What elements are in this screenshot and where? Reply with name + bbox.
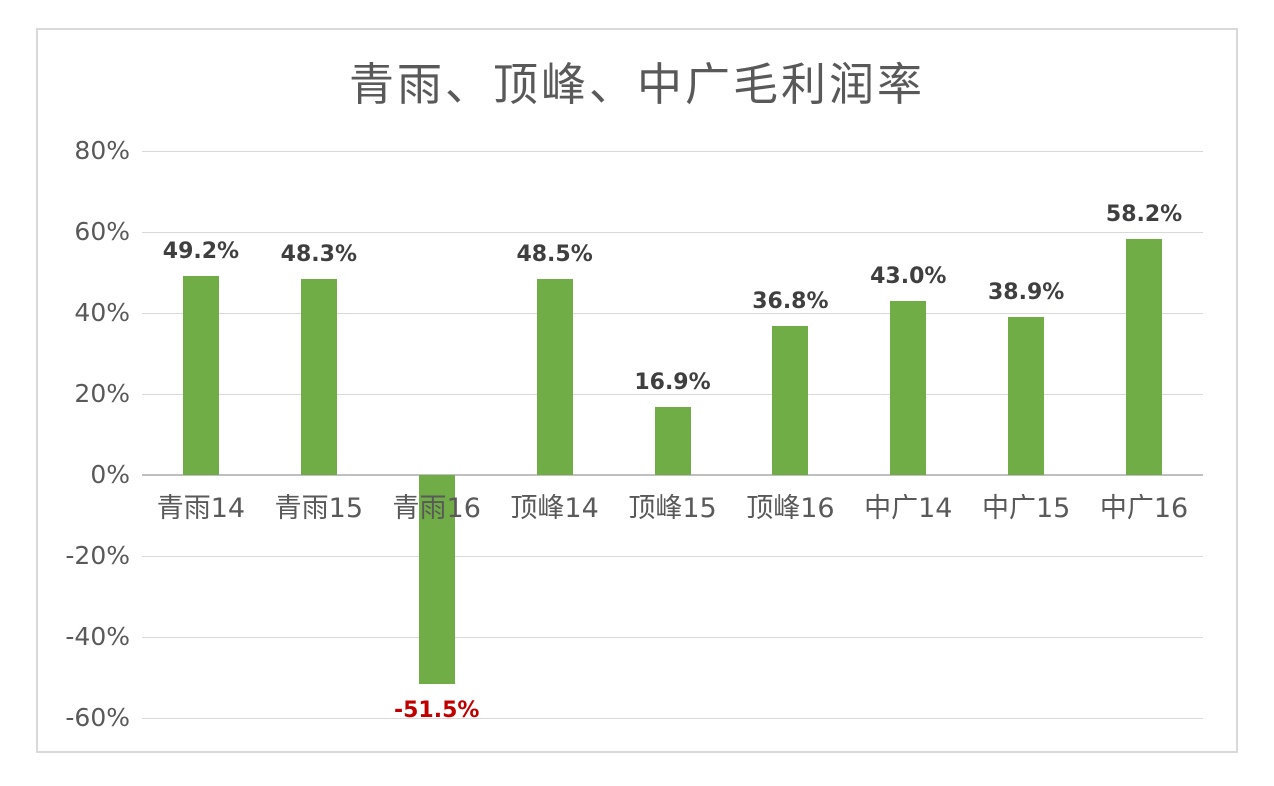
chart-title: 青雨、顶峰、中广毛利润率 (348, 58, 925, 111)
gridline-40 (142, 313, 1203, 314)
category-label-5: 顶峰16 (746, 493, 835, 524)
bar-7 (1008, 317, 1045, 475)
y-axis-tick-label--20: -20% (65, 541, 130, 570)
category-label-1: 青雨15 (274, 493, 364, 524)
y-axis-tick-label-80: 80% (74, 136, 130, 165)
category-label-0: 青雨14 (156, 493, 246, 524)
gridline-80 (142, 151, 1203, 152)
y-axis-tick-label-60: 60% (74, 217, 130, 246)
data-label-2: -51.5% (393, 697, 480, 723)
y-axis-tick-label-20: 20% (74, 379, 130, 408)
data-label-1: 48.3% (280, 242, 357, 268)
bar-5 (772, 325, 809, 475)
bar-1 (300, 279, 337, 475)
category-label-2: 青雨16 (392, 493, 481, 524)
gridline-60 (142, 232, 1203, 233)
data-label-6: 43.0% (870, 263, 947, 289)
y-axis-tick-label--40: -40% (65, 622, 130, 651)
data-label-5: 36.8% (752, 288, 829, 314)
data-label-7: 38.9% (987, 280, 1065, 306)
bar-4 (654, 406, 691, 475)
category-label-8: 中广16 (1099, 493, 1189, 524)
category-label-4: 顶峰15 (628, 493, 717, 524)
bar-8 (1126, 239, 1163, 475)
gridline--20 (142, 556, 1203, 557)
gridline--40 (142, 637, 1203, 638)
data-label-4: 16.9% (634, 369, 711, 395)
gridline-20 (142, 394, 1203, 395)
category-label-6: 中广14 (864, 493, 953, 524)
y-axis-tick-label-0: 0% (90, 460, 130, 489)
category-label-3: 顶峰14 (510, 493, 599, 524)
bar-6 (890, 300, 927, 475)
bar-3 (536, 278, 573, 475)
data-label-3: 48.5% (516, 241, 593, 267)
bar-0 (182, 275, 219, 475)
y-axis-tick-label-40: 40% (74, 298, 130, 327)
category-label-7: 中广15 (981, 493, 1071, 524)
bar-2 (418, 475, 455, 684)
data-label-0: 49.2% (162, 238, 240, 264)
y-axis-tick-label--60: -60% (65, 703, 130, 732)
gridline-0 (142, 474, 1203, 476)
data-label-8: 58.2% (1105, 202, 1183, 228)
gridline--60 (142, 718, 1203, 719)
